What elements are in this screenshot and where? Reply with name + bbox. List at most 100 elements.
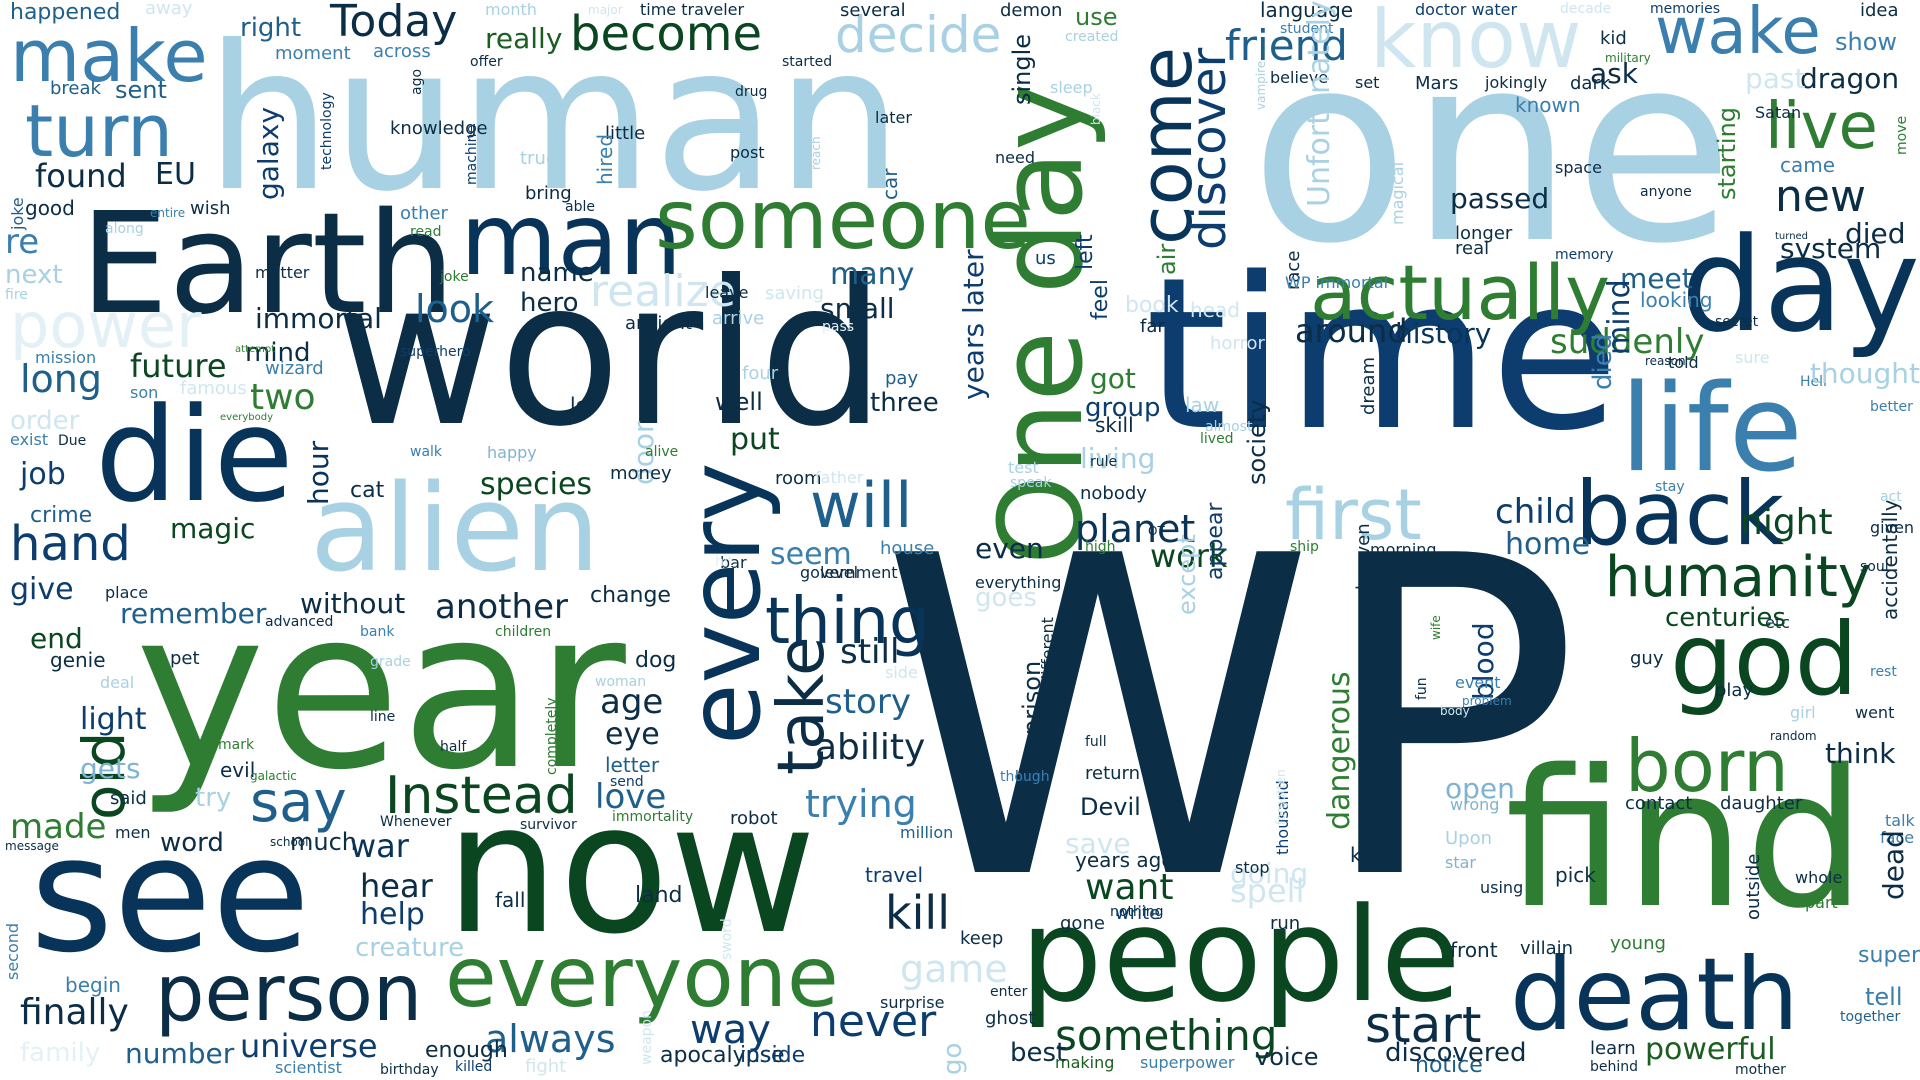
word: super bbox=[1858, 943, 1920, 968]
word: reason bbox=[1645, 354, 1686, 368]
word: child bbox=[1495, 492, 1576, 532]
word: long bbox=[20, 357, 103, 401]
word: pet bbox=[170, 648, 200, 669]
word: starting bbox=[1713, 106, 1741, 200]
word: talk bbox=[1885, 811, 1915, 830]
word: planet bbox=[1075, 507, 1196, 551]
word: nobody bbox=[1080, 483, 1147, 504]
word: fall bbox=[495, 888, 526, 912]
word: mind bbox=[1602, 279, 1637, 355]
word: learn bbox=[1590, 1038, 1636, 1059]
word: ghost bbox=[985, 1008, 1036, 1029]
word: left bbox=[1073, 234, 1098, 270]
word: back bbox=[1575, 462, 1785, 565]
word: help bbox=[360, 897, 425, 932]
word: goes bbox=[975, 583, 1037, 613]
word: idea bbox=[1860, 0, 1899, 21]
word: look bbox=[415, 287, 495, 331]
word: Whenever bbox=[380, 814, 452, 830]
word: scientist bbox=[275, 1058, 342, 1077]
word: found bbox=[35, 157, 127, 195]
word: small bbox=[820, 292, 895, 325]
word: major bbox=[588, 3, 623, 17]
word: open bbox=[1445, 772, 1515, 805]
word: happened bbox=[10, 0, 121, 25]
word: came bbox=[1780, 153, 1836, 177]
word: much bbox=[290, 828, 357, 856]
word: doctor water bbox=[1415, 0, 1518, 19]
word: write bbox=[1115, 903, 1161, 924]
word: true bbox=[520, 148, 557, 169]
word: famous bbox=[180, 378, 247, 399]
word: full bbox=[1085, 734, 1107, 750]
word: woman bbox=[595, 674, 647, 690]
word: god bbox=[1670, 601, 1859, 718]
word: far bbox=[1140, 316, 1165, 337]
word: story bbox=[825, 682, 911, 722]
word: fight bbox=[525, 1056, 567, 1077]
word: years ago bbox=[1075, 848, 1174, 872]
word: post bbox=[730, 143, 765, 162]
word: seem bbox=[770, 537, 852, 572]
word: even bbox=[975, 532, 1044, 565]
word: now bbox=[445, 765, 817, 974]
word: deal bbox=[100, 673, 135, 692]
word: history bbox=[1395, 317, 1492, 350]
word: grade bbox=[370, 654, 411, 670]
word: outside bbox=[1743, 853, 1764, 920]
word: bank bbox=[360, 624, 395, 640]
word: stay bbox=[1655, 479, 1685, 495]
word: turn bbox=[25, 89, 173, 173]
word: son bbox=[130, 383, 159, 402]
word: crime bbox=[30, 503, 93, 528]
word: space bbox=[1555, 158, 1602, 177]
word: power bbox=[10, 289, 202, 362]
word: across bbox=[373, 41, 431, 62]
word: second bbox=[3, 922, 22, 980]
word: two bbox=[250, 377, 316, 418]
word: order bbox=[10, 406, 80, 436]
word: except bbox=[1173, 534, 1201, 615]
word: keep bbox=[960, 928, 1004, 949]
word: hear bbox=[360, 867, 433, 905]
word: cat bbox=[350, 478, 385, 503]
word: together bbox=[1840, 1009, 1901, 1025]
word: making bbox=[1055, 1053, 1115, 1072]
word: sent bbox=[115, 76, 167, 104]
word: well bbox=[715, 388, 763, 416]
word: decade bbox=[1560, 1, 1612, 17]
word: something bbox=[1055, 1011, 1278, 1060]
word: galactic bbox=[250, 769, 297, 783]
word: time traveler bbox=[640, 0, 745, 19]
word: pass bbox=[822, 319, 855, 335]
word: men bbox=[115, 823, 151, 842]
word: immortal bbox=[255, 302, 382, 335]
word: Today bbox=[330, 0, 458, 47]
word: feel bbox=[1088, 279, 1113, 320]
word: human bbox=[205, 3, 903, 236]
word: though bbox=[1000, 769, 1050, 785]
word: dream bbox=[1358, 356, 1379, 415]
word: lived bbox=[1200, 431, 1234, 447]
word: month bbox=[485, 0, 537, 19]
word: room bbox=[775, 468, 822, 489]
word: night bbox=[1740, 502, 1833, 543]
word: day bbox=[1680, 209, 1920, 361]
word: joke bbox=[440, 269, 469, 285]
word: entire bbox=[150, 206, 186, 220]
word: best bbox=[1010, 1038, 1067, 1068]
word: eye bbox=[605, 717, 660, 752]
word: money bbox=[610, 463, 672, 484]
word: problem bbox=[1462, 694, 1512, 708]
word: million bbox=[900, 823, 954, 842]
word: alien bbox=[310, 460, 601, 599]
word: remember bbox=[120, 597, 267, 630]
word: message bbox=[5, 839, 59, 853]
word: rule bbox=[1090, 454, 1118, 470]
word: leave bbox=[705, 283, 749, 302]
word: weapon bbox=[639, 1010, 655, 1065]
word: hour bbox=[302, 440, 335, 505]
word: game bbox=[900, 947, 1008, 991]
word: school bbox=[270, 835, 309, 849]
